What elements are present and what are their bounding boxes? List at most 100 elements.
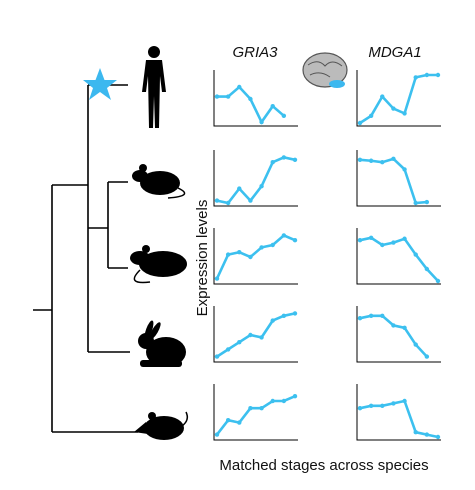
point — [259, 245, 264, 250]
axes — [213, 306, 298, 363]
column-title: GRIA3 — [232, 44, 278, 61]
point — [259, 406, 264, 411]
point — [248, 332, 253, 338]
point — [214, 276, 220, 281]
point — [292, 157, 298, 162]
point — [413, 75, 418, 80]
y-axis-label: Expression levels — [194, 200, 211, 317]
point — [357, 157, 363, 162]
point — [237, 186, 242, 191]
point — [237, 420, 242, 425]
point — [214, 432, 220, 437]
axes — [213, 70, 298, 127]
point — [248, 406, 253, 411]
point — [357, 316, 363, 321]
point — [225, 252, 231, 257]
point — [435, 278, 441, 284]
point — [368, 403, 374, 408]
point — [259, 184, 264, 189]
axes — [356, 70, 441, 127]
point — [248, 96, 253, 102]
point — [248, 198, 253, 203]
column-title: MDGA1 — [368, 44, 421, 61]
point — [391, 401, 396, 406]
point — [368, 113, 374, 119]
point — [402, 325, 407, 330]
axes — [356, 150, 441, 207]
point — [225, 200, 231, 206]
point — [357, 406, 363, 411]
point — [281, 155, 287, 160]
axes — [356, 384, 441, 441]
point — [380, 313, 385, 318]
point — [380, 403, 385, 408]
point — [214, 198, 220, 203]
point — [281, 113, 287, 119]
point — [424, 72, 430, 78]
point — [237, 340, 242, 345]
point — [413, 342, 418, 347]
point — [225, 94, 231, 99]
point — [424, 199, 430, 205]
point — [357, 120, 363, 126]
point — [391, 106, 396, 111]
point — [237, 84, 242, 90]
point — [270, 398, 275, 404]
mouse-icon — [132, 164, 186, 199]
point — [270, 318, 275, 323]
point — [259, 119, 264, 125]
point — [402, 398, 407, 404]
point — [270, 104, 275, 109]
point — [424, 354, 430, 359]
line-series — [359, 314, 428, 358]
point — [368, 313, 374, 318]
line-series — [215, 233, 296, 280]
point — [281, 233, 287, 238]
point — [368, 158, 374, 163]
point — [402, 167, 407, 172]
point — [413, 200, 418, 206]
point — [380, 160, 385, 165]
point — [424, 432, 430, 437]
point — [424, 266, 430, 272]
point — [259, 335, 264, 340]
point — [237, 250, 242, 255]
line-series — [359, 157, 427, 205]
point — [292, 311, 298, 316]
point — [435, 434, 441, 440]
point — [380, 242, 385, 248]
point — [413, 252, 418, 257]
x-axis-label: Matched stages across species — [219, 457, 428, 474]
point — [270, 242, 275, 248]
axes — [213, 150, 298, 207]
point — [357, 238, 363, 243]
line-series — [216, 156, 296, 205]
point — [402, 236, 407, 241]
rabbit-icon — [138, 320, 186, 367]
point — [402, 111, 407, 116]
point — [214, 354, 220, 359]
point — [413, 430, 418, 435]
point — [391, 323, 396, 328]
axes — [356, 306, 441, 363]
point — [225, 418, 231, 423]
brain-icon — [302, 52, 348, 88]
point — [391, 240, 396, 245]
axes — [356, 228, 441, 285]
star-icon — [83, 68, 117, 100]
point — [292, 394, 298, 399]
rat-icon — [130, 245, 187, 284]
opossum-icon — [134, 411, 189, 440]
human-icon — [142, 46, 166, 128]
point — [281, 313, 287, 318]
point — [270, 160, 275, 165]
point — [368, 235, 374, 240]
point — [292, 238, 298, 243]
axes — [213, 384, 298, 441]
line-series — [359, 236, 439, 282]
point — [435, 72, 441, 78]
point — [248, 254, 253, 260]
point — [391, 156, 396, 162]
point — [380, 94, 385, 99]
